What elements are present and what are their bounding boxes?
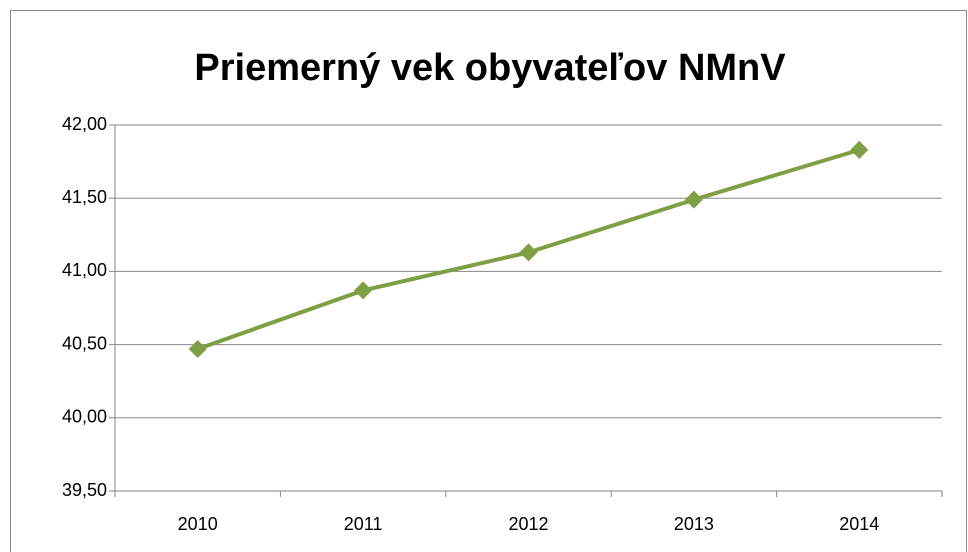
y-tick-label: 40,00 bbox=[62, 407, 107, 427]
marker bbox=[519, 243, 538, 262]
y-tick-label: 40,50 bbox=[62, 333, 107, 353]
y-tick-label: 41,50 bbox=[62, 187, 107, 207]
chart-frame bbox=[10, 10, 967, 552]
y-tick-label: 39,50 bbox=[62, 480, 107, 500]
marker bbox=[354, 281, 373, 300]
y-tick-label: 41,00 bbox=[62, 260, 107, 280]
x-tick-label: 2012 bbox=[508, 514, 548, 534]
chart-title: Priemerný vek obyvateľov NMnV bbox=[194, 47, 786, 89]
x-tick-label: 2011 bbox=[344, 514, 383, 534]
y-tick-label: 42,00 bbox=[62, 114, 107, 134]
x-tick-label: 2013 bbox=[674, 514, 714, 534]
x-tick-label: 2010 bbox=[178, 514, 218, 534]
marker bbox=[684, 190, 703, 209]
marker bbox=[188, 339, 207, 358]
marker bbox=[850, 140, 869, 159]
x-tick-label: 2014 bbox=[839, 514, 879, 534]
